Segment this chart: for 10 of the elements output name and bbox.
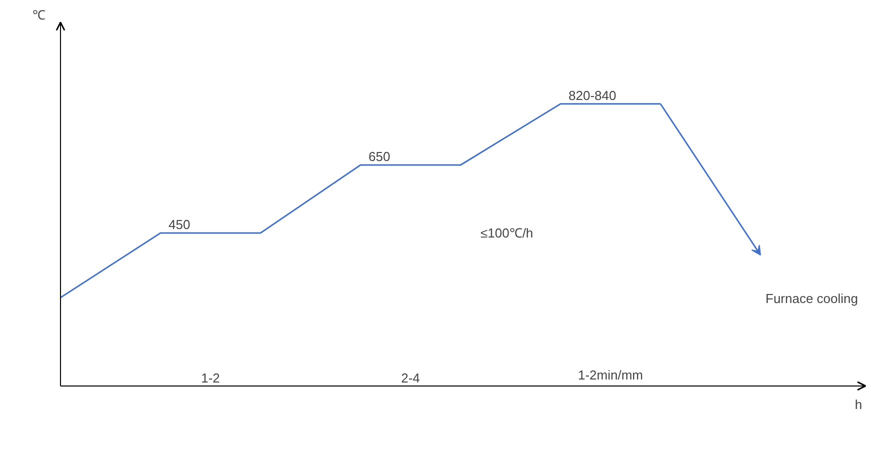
data-label: 820-840 <box>568 88 616 103</box>
annotation: 2-4 <box>401 370 420 386</box>
data-label: 650 <box>368 149 390 164</box>
annotation: 1-2 <box>201 370 220 386</box>
annotation: Furnace cooling <box>766 290 858 306</box>
x-axis-title: h <box>854 396 862 412</box>
annotation: ≤100℃/h <box>480 226 534 240</box>
annotation: 1-2min/mm <box>578 367 644 382</box>
text: ℃ <box>32 7 46 22</box>
data-label: 450 <box>168 217 190 232</box>
